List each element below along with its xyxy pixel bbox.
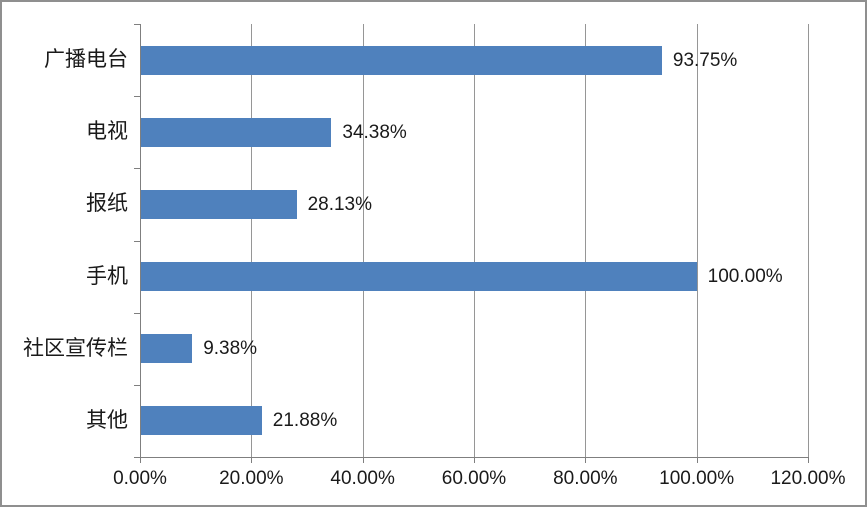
bar-value-label: 21.88% <box>272 410 338 432</box>
x-axis-tick <box>808 457 809 463</box>
bar <box>140 406 262 436</box>
y-axis-tick <box>134 385 141 386</box>
x-tick-label: 40.00% <box>330 468 395 489</box>
bar-value-label: 9.38% <box>203 338 258 360</box>
category-label: 电视 <box>86 120 128 144</box>
x-axis-tick <box>474 457 475 463</box>
y-axis-tick <box>134 96 141 97</box>
gridline <box>585 24 587 457</box>
y-axis-tick <box>134 24 141 25</box>
x-tick-label: 100.00% <box>659 468 735 489</box>
y-axis-tick <box>134 241 141 242</box>
bar <box>140 334 193 364</box>
x-axis-tick <box>251 457 253 463</box>
gridline <box>808 24 809 457</box>
gridline <box>362 24 364 457</box>
gridline <box>251 24 253 457</box>
x-axis-tick <box>585 457 587 463</box>
category-label: 手机 <box>86 264 128 288</box>
category-label: 社区宣传栏 <box>23 336 128 360</box>
bar-row: 21.88% <box>140 385 808 457</box>
bar-row: 28.13% <box>140 168 808 240</box>
bar <box>140 189 297 219</box>
y-axis-line <box>140 24 141 457</box>
y-axis-tick <box>134 313 141 314</box>
category-label: 广播电台 <box>44 48 128 72</box>
x-tick-label: 0.00% <box>113 468 167 489</box>
gridline <box>474 24 475 457</box>
bar-row: 100.00% <box>140 241 808 313</box>
category-label: 报纸 <box>86 192 128 216</box>
x-axis-tick <box>140 457 141 463</box>
bar-row: 9.38% <box>140 313 808 385</box>
bar-value-label: 100.00% <box>707 266 783 288</box>
y-axis-tick <box>134 168 141 169</box>
x-axis-tick <box>362 457 364 463</box>
bar <box>140 262 697 292</box>
bar-value-label: 93.75% <box>672 49 738 71</box>
bar-row: 34.38% <box>140 96 808 168</box>
bar <box>140 117 332 147</box>
x-tick-label: 60.00% <box>441 468 507 489</box>
x-axis-tick <box>696 457 698 463</box>
x-tick-label: 20.00% <box>219 468 284 489</box>
plot-area: 93.75% 34.38% 28.13% 100.00% 9.38% 21.88% <box>140 24 809 457</box>
x-tick-label: 80.00% <box>553 468 618 489</box>
gridline <box>696 24 698 457</box>
category-label: 其他 <box>86 408 128 432</box>
bar-value-label: 28.13% <box>307 193 373 215</box>
x-tick-label: 120.00% <box>770 468 846 489</box>
bar <box>140 45 662 75</box>
bar-value-label: 34.38% <box>342 121 407 143</box>
y-axis-tick <box>134 457 141 458</box>
bar-row: 93.75% <box>140 24 808 96</box>
